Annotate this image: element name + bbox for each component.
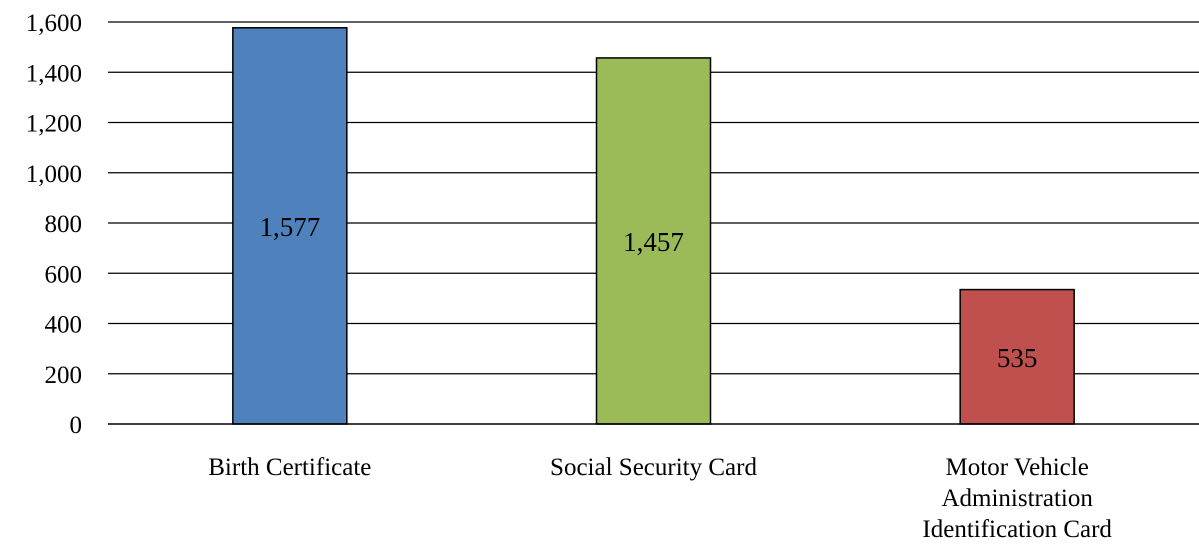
bar-value-label: 1,457 [623, 227, 684, 257]
x-category-label: Birth Certificate [208, 454, 371, 481]
y-tick-label: 1,000 [26, 161, 82, 188]
y-axis-tick-labels: 0 200 400 600 800 1,000 1,200 1,400 1,600 [26, 10, 82, 439]
y-tick-label: 0 [70, 412, 83, 439]
data-labels: 1,577 1,457 535 [259, 212, 1037, 373]
bars [232, 27, 1075, 425]
y-tick-label: 600 [45, 261, 83, 288]
x-category-label: Social Security Card [550, 454, 757, 481]
y-tick-label: 1,400 [26, 60, 82, 87]
y-tick-label: 400 [45, 312, 83, 339]
y-tick-label: 1,600 [26, 10, 82, 37]
bar [959, 288, 1075, 425]
bar [232, 27, 348, 425]
x-axis-category-labels: Birth Certificate Social Security Card Mot… [208, 454, 1112, 543]
y-tick-label: 1,200 [26, 111, 82, 138]
y-tick-label: 200 [45, 362, 83, 389]
bar-value-label: 535 [997, 343, 1038, 373]
y-tick-label: 800 [45, 211, 83, 238]
bar-value-label: 1,577 [259, 212, 320, 242]
bar [595, 57, 712, 425]
x-category-label: Motor Vehicle Administration Identificatio… [922, 454, 1112, 543]
